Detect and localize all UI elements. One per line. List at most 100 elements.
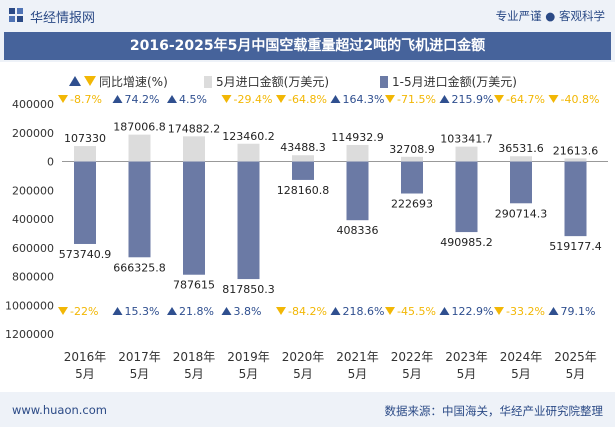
yoy-may-label: -64.8% — [288, 93, 327, 106]
bar-cumulative-value-label: 408336 — [337, 224, 379, 237]
yoy-down-triangle-icon — [276, 307, 286, 315]
x-tick-label-month: 5月 — [402, 367, 422, 381]
bar-may-value-label: 103341.7 — [440, 133, 493, 146]
x-tick-label-year: 2021年 — [336, 350, 379, 364]
bar-cumulative — [346, 161, 369, 221]
yoy-up-triangle-icon — [112, 307, 123, 315]
bar-may — [74, 146, 96, 162]
bar-may — [292, 155, 314, 162]
x-tick-label-month: 5月 — [348, 367, 368, 381]
yoy-cumulative-label: -22% — [70, 305, 98, 318]
bar-may — [183, 136, 205, 162]
yoy-cumulative-label: 21.8% — [179, 305, 214, 318]
footer-source: 数据来源：中国海关，华经产业研究院整理 — [384, 404, 604, 418]
yoy-up-triangle-icon — [221, 307, 232, 315]
bar-may — [564, 158, 587, 162]
yoy-cumulative-label: -84.2% — [288, 305, 327, 318]
bar-may-value-label: 43488.3 — [280, 141, 326, 154]
bar-cumulative-value-label: 490985.2 — [440, 236, 493, 249]
title-bar: 2016-2025年5月中国空载重量超过2吨的飞机进口金额 — [4, 32, 611, 60]
bar-cumulative — [292, 161, 314, 180]
bar-cumulative — [237, 161, 260, 280]
bar-may-value-label: 107330 — [64, 132, 106, 145]
bar-cumulative — [183, 161, 205, 275]
yoy-down-triangle-icon — [276, 95, 286, 103]
bar-cumulative — [74, 161, 96, 244]
chart-title: 2016-2025年5月中国空载重量超过2吨的飞机进口金额 — [129, 38, 486, 54]
y-tick-label: 1000000 — [5, 299, 54, 312]
site-name: 华经情报网 — [30, 11, 96, 26]
plot-area: 400000 200000 0 200000 400000 600000 800000 100… — [0, 62, 615, 392]
x-tick-label-year: 2024年 — [500, 350, 543, 364]
y-tick-label: 200000 — [12, 184, 54, 197]
x-tick-label-year: 2016年 — [64, 350, 107, 364]
yoy-may-label: -64.7% — [506, 93, 545, 106]
footer-bar: www.huaon.com 数据来源：中国海关，华经产业研究院整理 — [0, 395, 615, 427]
yoy-down-triangle-icon — [58, 307, 68, 315]
footer-url: www.huaon.com — [12, 403, 107, 417]
yoy-cumulative-label: 79.1% — [561, 305, 596, 318]
legend-label-may: 5月进口金额(万美元) — [216, 74, 329, 89]
yoy-may-label: 215.9% — [452, 93, 494, 106]
bar-cumulative — [564, 161, 587, 237]
yoy-cumulative-label: 218.6% — [343, 305, 385, 318]
bar-cumulative-value-label: 787615 — [173, 279, 215, 292]
yoy-may-label: 74.2% — [125, 93, 160, 106]
x-tick-label-year: 2017年 — [118, 350, 161, 364]
yoy-may-label: -8.7% — [70, 93, 102, 106]
x-tick-label-year: 2022年 — [391, 350, 434, 364]
x-tick-label-month: 5月 — [130, 367, 150, 381]
bar-cumulative-value-label: 128160.8 — [277, 184, 330, 197]
bar-may — [455, 146, 478, 162]
bar-cumulative — [401, 161, 423, 194]
legend-up-triangle-icon — [69, 76, 81, 86]
yoy-up-triangle-icon — [112, 95, 123, 103]
bar-may — [401, 156, 423, 162]
yoy-cumulative-label: -33.2% — [506, 305, 545, 318]
bar-cumulative — [128, 161, 151, 258]
yoy-may-label: -40.8% — [561, 93, 600, 106]
x-tick-label-month: 5月 — [293, 367, 313, 381]
y-tick-label: 400000 — [12, 98, 54, 111]
bar-cumulative-value-label: 519177.4 — [549, 240, 602, 253]
x-tick-label-year: 2025年 — [554, 350, 597, 364]
yoy-may-label: -29.4% — [234, 93, 273, 106]
y-tick-label: 200000 — [12, 127, 54, 140]
legend-down-triangle-icon — [84, 76, 96, 86]
y-tick-label: 0 — [47, 156, 54, 169]
yoy-down-triangle-icon — [58, 95, 68, 103]
bar-may-value-label: 36531.6 — [498, 142, 544, 155]
bar-may-value-label: 123460.2 — [222, 130, 275, 143]
x-tick-label-month: 5月 — [239, 367, 259, 381]
yoy-up-triangle-icon — [439, 307, 450, 315]
legend-label-yoy: 同比增速(%) — [99, 75, 168, 89]
chart-svg: 400000 200000 0 200000 400000 600000 800000 100… — [5, 74, 608, 381]
yoy-down-triangle-icon — [385, 95, 395, 103]
x-tick-label-month: 5月 — [184, 367, 204, 381]
x-tick-label-year: 2018年 — [173, 350, 216, 364]
x-tick-label-month: 5月 — [566, 367, 586, 381]
bar-may-value-label: 21613.6 — [553, 144, 599, 157]
y-tick-label: 400000 — [12, 213, 54, 226]
bar-may-value-label: 187006.8 — [113, 121, 166, 134]
bar-may — [237, 143, 260, 162]
yoy-up-triangle-icon — [330, 95, 341, 103]
x-tick-label-year: 2020年 — [282, 350, 325, 364]
bar-may — [128, 134, 151, 162]
yoy-down-triangle-icon — [385, 307, 395, 315]
bar-cumulative-value-label: 573740.9 — [59, 248, 112, 261]
tagline: 专业严谨 ● 客观科学 — [495, 9, 605, 23]
yoy-cumulative-label: 15.3% — [125, 305, 160, 318]
top-bar: 华经情报网 专业严谨 ● 客观科学 — [0, 0, 615, 30]
bar-may-value-label: 174882.2 — [168, 122, 221, 135]
x-tick-label-month: 5月 — [75, 367, 95, 381]
legend-label-cumulative: 1-5月进口金额(万美元) — [392, 74, 517, 89]
bar-cumulative-value-label: 290714.3 — [495, 207, 548, 220]
logo-icon — [9, 8, 23, 22]
yoy-up-triangle-icon — [167, 307, 177, 315]
yoy-down-triangle-icon — [548, 95, 559, 103]
x-tick-label-month: 5月 — [511, 367, 531, 381]
legend-swatch-may — [204, 76, 212, 88]
legend-swatch-cumulative — [380, 76, 388, 88]
